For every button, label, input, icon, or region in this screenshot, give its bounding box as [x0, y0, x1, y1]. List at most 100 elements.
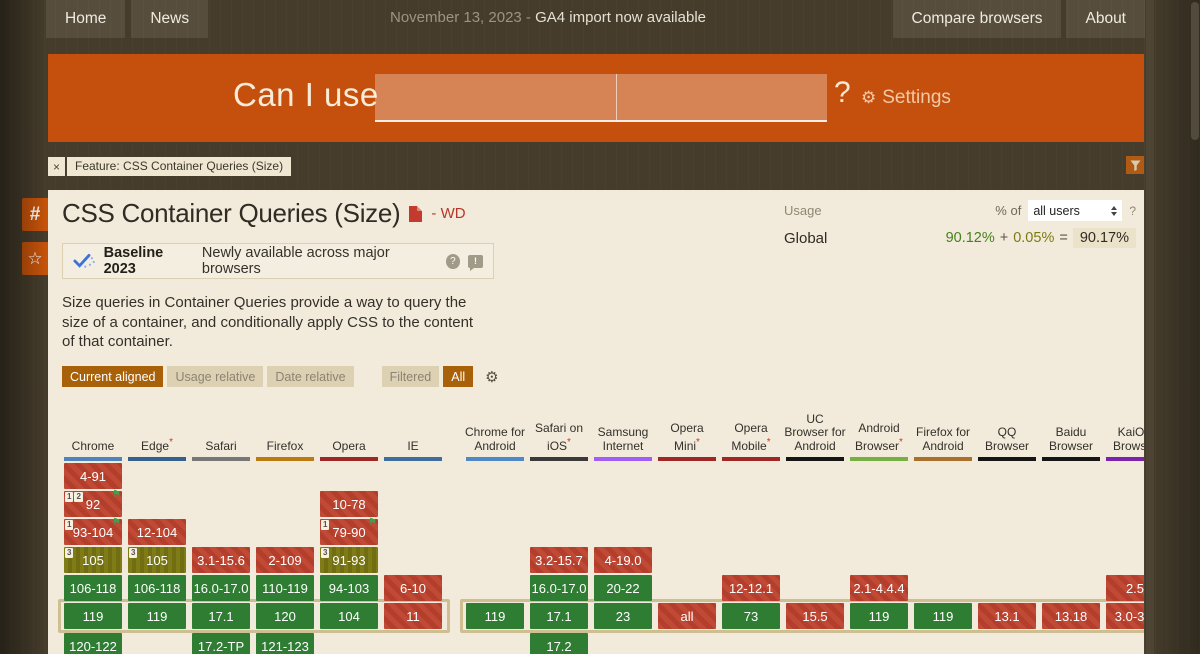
version-cell[interactable]: 12-104	[128, 519, 186, 545]
version-cell[interactable]: 79-90 1 ⚑	[320, 517, 378, 545]
search-input[interactable]	[375, 74, 617, 120]
version-cell[interactable]: 106-118	[64, 575, 122, 601]
browser-header: UC Browser for Android	[784, 411, 846, 453]
view-date-relative-button[interactable]: Date relative	[267, 366, 354, 387]
note-badge[interactable]: 3	[65, 548, 74, 558]
version-cell[interactable]: 73	[722, 603, 780, 629]
version-cell[interactable]: 119	[914, 603, 972, 629]
version-cell[interactable]: 12-12.1	[722, 575, 780, 601]
version-range: 104	[338, 608, 360, 624]
feature-tag-close-button[interactable]: ×	[48, 157, 65, 176]
version-cell[interactable]: 119	[850, 603, 908, 629]
version-cell[interactable]: 17.2	[530, 633, 588, 654]
version-range: 94-103	[328, 580, 370, 596]
support-table: Chrome 4-91 92 1 2 ⚑ 93-104 1 ⚑ 105 3 106-118 119 120…	[48, 387, 1144, 654]
browser-color-bar	[722, 457, 780, 461]
users-select[interactable]: all users	[1028, 200, 1123, 221]
nav-compare-browsers-button[interactable]: Compare browsers	[892, 0, 1062, 38]
note-badge[interactable]: 1	[65, 492, 74, 502]
settings-button[interactable]: ⚙ Settings	[861, 87, 951, 109]
note-badge[interactable]: 1	[321, 520, 330, 530]
version-cell[interactable]: 16.0-17.0	[530, 575, 588, 601]
spec-status[interactable]: - WD	[431, 205, 466, 222]
view-usage-relative-button[interactable]: Usage relative	[167, 366, 264, 387]
scrollbar-thumb[interactable]	[1191, 2, 1199, 140]
version-cell[interactable]: 20-22	[594, 575, 652, 601]
note-badge[interactable]: 3	[129, 548, 138, 558]
browser-color-bar	[850, 457, 908, 461]
version-cell[interactable]: 92 1 2 ⚑	[64, 489, 122, 517]
browser-color-bar	[594, 457, 652, 461]
version-cell[interactable]: 3.2-15.7	[530, 547, 588, 573]
version-cell[interactable]: 13.1	[978, 603, 1036, 629]
nav-home-button[interactable]: Home	[46, 0, 126, 38]
feature-tag[interactable]: Feature: CSS Container Queries (Size)	[67, 157, 292, 176]
version-cell[interactable]: 91-93 3	[320, 547, 378, 573]
version-cell[interactable]: 110-119	[256, 575, 314, 601]
permalink-button[interactable]: #	[22, 198, 48, 231]
browser-header: Chrome for Android	[464, 425, 526, 453]
version-range: 2-109	[268, 552, 302, 568]
version-cell[interactable]: 94-103	[320, 575, 378, 601]
version-range: 119	[868, 608, 890, 624]
browser-color-bar	[320, 457, 378, 461]
baseline-label: Baseline 2023	[103, 245, 164, 277]
version-cell[interactable]: 119	[128, 603, 186, 629]
version-cell[interactable]: 120	[256, 603, 314, 629]
version-cell[interactable]: 104	[320, 603, 378, 629]
version-cell[interactable]: 105 3	[64, 547, 122, 573]
version-cell[interactable]: 3.1-15.6	[192, 547, 250, 573]
nav-news-button[interactable]: News	[131, 0, 209, 38]
version-cell[interactable]: 93-104 1 ⚑	[64, 517, 122, 545]
version-cell[interactable]: 119	[466, 603, 524, 629]
version-cell[interactable]: 11	[384, 603, 442, 629]
version-cell[interactable]: 6-10	[384, 575, 442, 601]
view-current-aligned-button[interactable]: Current aligned	[62, 366, 164, 387]
note-badge[interactable]: 1	[65, 520, 74, 530]
version-cell[interactable]: 16.0-17.0	[192, 575, 250, 601]
version-cell[interactable]: 23	[594, 603, 652, 629]
version-cell[interactable]: 4-19.0	[594, 547, 652, 573]
announcement-bar[interactable]: November 13, 2023 - GA4 import now avail…	[390, 9, 706, 26]
filter-all-button[interactable]: All	[443, 366, 474, 387]
version-range: 119	[932, 608, 954, 624]
spec-document-icon[interactable]	[409, 205, 423, 222]
version-cell[interactable]: 2-109	[256, 547, 314, 573]
version-cell[interactable]: 4-91	[64, 463, 122, 489]
version-range: 10-78	[332, 496, 366, 512]
search-box	[375, 74, 858, 122]
version-range: 12-12.1	[728, 580, 774, 596]
version-cell[interactable]: 119	[64, 603, 122, 629]
feedback-bubble-icon[interactable]: !	[467, 254, 484, 271]
baseline-help-icon[interactable]: ?	[445, 253, 460, 269]
version-cell[interactable]: 3.0-3.1	[1106, 603, 1144, 629]
version-cell[interactable]: 105 3	[128, 547, 186, 573]
version-cell[interactable]: 17.1	[530, 603, 588, 629]
version-range: 4-91	[79, 468, 107, 484]
nav-about-button[interactable]: About	[1066, 0, 1145, 38]
filter-button[interactable]	[1126, 156, 1144, 174]
note-badge[interactable]: 2	[74, 492, 83, 502]
announcement-text[interactable]: GA4 import now available	[535, 9, 706, 26]
version-cell[interactable]: 15.5	[786, 603, 844, 629]
version-cell[interactable]: all	[658, 603, 716, 629]
version-cell[interactable]: 2.1-4.4.4	[850, 575, 908, 601]
browser-header: Baidu Browser	[1048, 425, 1093, 453]
search-input-secondary[interactable]	[617, 74, 858, 120]
version-cell[interactable]: 2.5	[1106, 575, 1144, 601]
usage-help-icon[interactable]: ?	[1129, 203, 1136, 218]
browser-color-bar	[914, 457, 972, 461]
browser-header: Safari	[205, 438, 237, 453]
version-cell[interactable]: 106-118	[128, 575, 186, 601]
version-cell[interactable]: 17.2-TP	[192, 633, 250, 654]
table-settings-gear-icon[interactable]: ⚙	[485, 368, 499, 386]
version-cell[interactable]: 10-78	[320, 491, 378, 517]
version-cell[interactable]: 13.18	[1042, 603, 1100, 629]
note-badge[interactable]: 3	[321, 548, 330, 558]
filter-filtered-button[interactable]: Filtered	[381, 366, 440, 387]
site-logo[interactable]: Can I use	[233, 76, 379, 113]
version-cell[interactable]: 121-123	[256, 633, 314, 654]
version-cell[interactable]: 17.1	[192, 603, 250, 629]
version-cell[interactable]: 120-122	[64, 633, 122, 654]
favorite-button[interactable]: ☆	[22, 242, 48, 275]
